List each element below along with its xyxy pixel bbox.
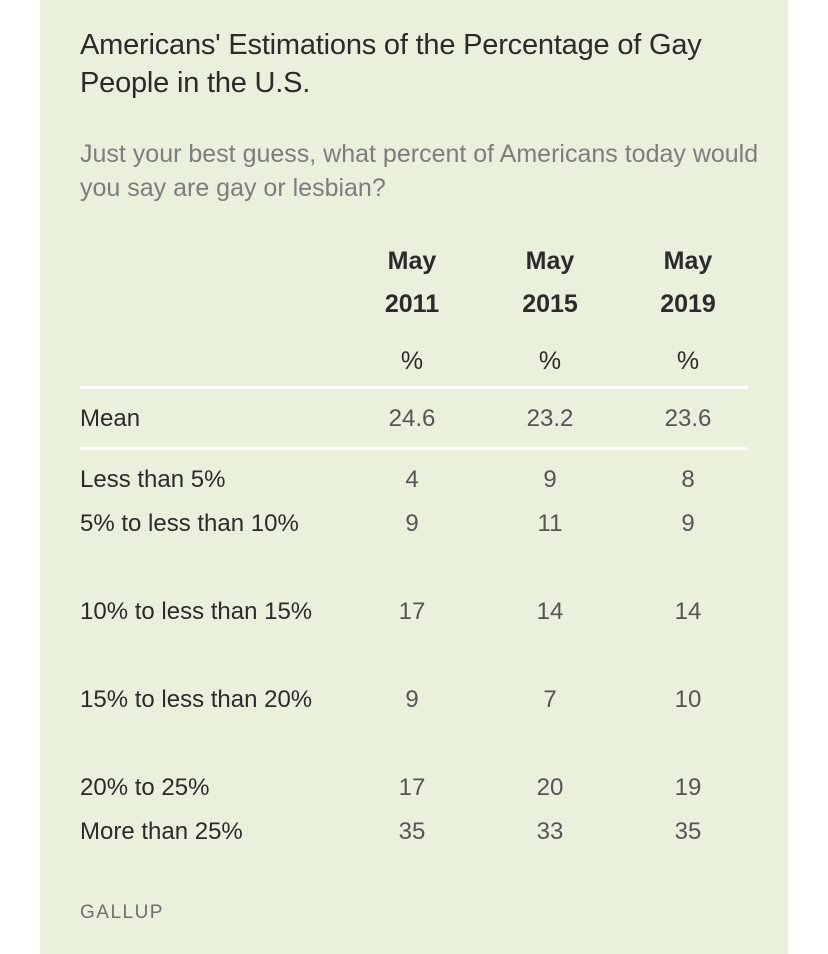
column-header-month: May bbox=[525, 247, 575, 275]
table-cell: 9 bbox=[405, 686, 419, 713]
chart-title: Americans' Estimations of the Percentage… bbox=[80, 29, 702, 99]
row-label: Less than 5% bbox=[80, 466, 226, 493]
table-cell: 9 bbox=[405, 510, 419, 537]
mean-cell: 24.6 bbox=[388, 405, 436, 432]
table-cell: 14 bbox=[674, 598, 702, 625]
chart-card: Americans' Estimations of the Percentage… bbox=[40, 0, 788, 954]
column-header-unit: % bbox=[538, 347, 562, 375]
table-cell: 4 bbox=[405, 466, 419, 493]
table-cell: 9 bbox=[681, 510, 695, 537]
row-label: 20% to 25% bbox=[80, 774, 210, 801]
column-header-month: May bbox=[387, 247, 437, 275]
column-header-unit: % bbox=[400, 347, 424, 375]
column-header-2019: May 2019 % bbox=[623, 240, 753, 383]
row-label: 5% to less than 10% bbox=[80, 510, 299, 537]
row-label: More than 25% bbox=[80, 818, 243, 845]
mean-cell: 23.6 bbox=[664, 405, 712, 432]
row-label: 15% to less than 20% bbox=[80, 686, 313, 713]
header-divider bbox=[80, 386, 748, 389]
column-header-2011: May 2011 % bbox=[347, 240, 477, 383]
table-cell: 33 bbox=[536, 818, 564, 845]
table-cell: 8 bbox=[681, 466, 695, 493]
column-header-month: May bbox=[663, 247, 713, 275]
table-cell: 10 bbox=[674, 686, 702, 713]
column-header-year: 2015 bbox=[522, 290, 578, 318]
column-header-unit: % bbox=[676, 347, 700, 375]
source-label: GALLUP bbox=[80, 902, 164, 923]
row-label: 10% to less than 15% bbox=[80, 598, 313, 625]
table-cell: 35 bbox=[674, 818, 702, 845]
table-cell: 14 bbox=[536, 598, 564, 625]
table-cell: 35 bbox=[398, 818, 426, 845]
table-cell: 9 bbox=[543, 466, 557, 493]
table-cell: 11 bbox=[537, 510, 563, 537]
table-cell: 20 bbox=[536, 774, 564, 801]
table-cell: 19 bbox=[674, 774, 702, 801]
mean-row-label: Mean bbox=[80, 405, 141, 432]
table-cell: 17 bbox=[398, 598, 426, 625]
column-header-year: 2011 bbox=[384, 290, 440, 318]
chart-subtitle: Just your best guess, what percent of Am… bbox=[80, 140, 759, 202]
column-header-2015: May 2015 % bbox=[485, 240, 615, 383]
mean-cell: 23.2 bbox=[526, 405, 574, 432]
table-cell: 7 bbox=[543, 686, 557, 713]
column-header-year: 2019 bbox=[660, 290, 716, 318]
table-cell: 17 bbox=[398, 774, 426, 801]
mean-divider bbox=[80, 447, 748, 450]
